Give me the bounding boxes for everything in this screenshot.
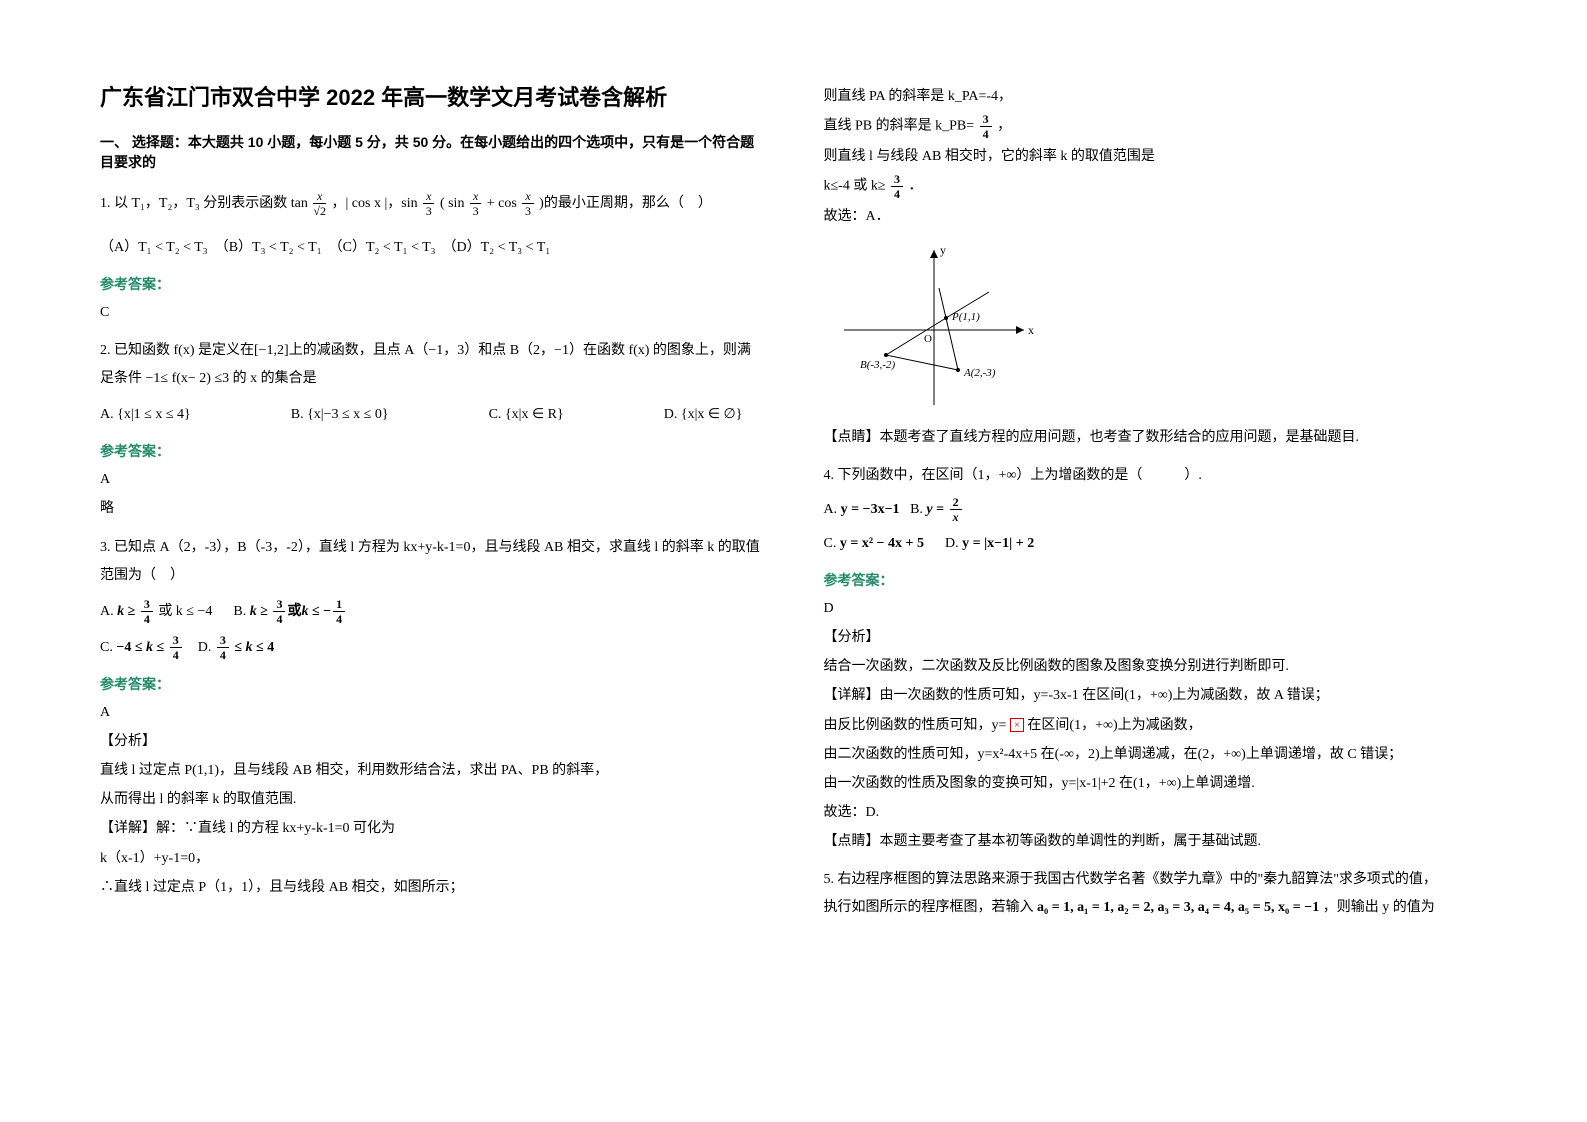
frac-icon: x3 xyxy=(423,190,434,217)
q4-detail5: 故选：D. xyxy=(824,800,1488,825)
section-heading: 一、 选择题：本大题共 10 小题，每小题 5 分，共 50 分。在每小题给出的… xyxy=(100,132,764,172)
question-5: 5. 右边程序框图的算法思路来源于我国古代数学名著《数学九章》中的"秦九韶算法"… xyxy=(824,866,1488,922)
opt-expr: {x|x ∈ ∅} xyxy=(681,407,743,422)
opt-label: A. xyxy=(824,502,838,517)
q4-point: 本题主要考查了基本初等函数的单调性的判断，属于基础试题. xyxy=(880,834,1262,849)
frac-icon: 34 xyxy=(170,634,182,661)
q5-text2a: 执行如图所示的程序框图，若输入 xyxy=(824,900,1038,915)
col2-line2b: ， xyxy=(997,119,1011,134)
q3-detail3: ∴直线 l 过定点 P（1，1），且与线段 AB 相交，如图所示； xyxy=(100,875,764,900)
opt-label: A. xyxy=(100,604,114,619)
q3-text: 3. 已知点 A（2，-3），B（-3，-2），直线 l 方程为 kx+y-k-… xyxy=(100,534,764,590)
col2-line1: 则直线 PA 的斜率是 k_PA=-4， xyxy=(824,84,1488,109)
svg-text:A(2,-3): A(2,-3) xyxy=(963,367,996,379)
q5-text: 5. 右边程序框图的算法思路来源于我国古代数学名著《数学九章》中的"秦九韶算法"… xyxy=(824,866,1488,894)
point-label: 【点睛】 xyxy=(824,430,880,445)
frac-icon: 14 xyxy=(333,598,345,625)
error-icon: × xyxy=(1010,718,1024,732)
question-1: 1. 以 T₁，T₂，T₃ 分别表示函数 tan x√2 ，| cos x |，… xyxy=(100,190,764,262)
frac-icon: 2x xyxy=(950,496,962,523)
q4-detail2a: 由反比例函数的性质可知，y= xyxy=(824,718,1010,733)
q1-text4: + cos xyxy=(487,196,517,211)
opt-label: B. xyxy=(291,407,304,422)
opt-expr: {x|−3 ≤ x ≤ 0} xyxy=(307,407,389,422)
frac-icon: 34 xyxy=(980,113,992,140)
q1-text2: ，| cos x |，sin xyxy=(332,196,418,211)
q4-analysis: 结合一次函数，二次函数及反比例函数的图象及图象变换分别进行判断即可. xyxy=(824,654,1488,679)
answer-label: 参考答案： xyxy=(824,570,1488,590)
question-3: 3. 已知点 A（2，-3），B（-3，-2），直线 l 方程为 kx+y-k-… xyxy=(100,534,764,662)
q4-detail4: 由一次函数的性质及图象的变换可知，y=|x-1|+2 在(1，+∞)上单调递增. xyxy=(824,771,1488,796)
q1-options: （A）T₁ < T₂ < T₃ （B）T₃ < T₂ < T₁ （C）T₂ < … xyxy=(100,234,764,262)
q5-text2b: ，则输出 y 的值为 xyxy=(1323,900,1435,915)
opt-label: B. xyxy=(910,502,923,517)
col2-line4b: ． xyxy=(909,179,923,194)
col2-line5: 故选：A． xyxy=(824,204,1488,229)
opt-label: C. xyxy=(489,407,502,422)
q4-A-expr: y = −3x−1 xyxy=(841,502,900,517)
q3-point: 本题考查了直线方程的应用问题，也考查了数形结合的应用问题，是基础题目. xyxy=(880,430,1360,445)
frac-icon: x√2 xyxy=(313,190,326,217)
col2-line4a: k≤-4 或 k≥ xyxy=(824,179,886,194)
q2-text: 2. 已知函数 f(x) 是定义在[−1,2]上的减函数，且点 A（−1，3）和… xyxy=(100,337,764,393)
frac-icon: 34 xyxy=(891,173,903,200)
answer-label: 参考答案： xyxy=(100,674,764,694)
q3A-tail: 或 k ≤ −4 xyxy=(158,604,212,619)
svg-text:y: y xyxy=(940,243,946,257)
opt-label: C. xyxy=(824,536,837,551)
q3-detail2: k（x-1）+y-1=0， xyxy=(100,846,764,871)
svg-text:x: x xyxy=(1028,323,1034,337)
q3-analysis: 直线 l 过定点 P(1,1)，且与线段 AB 相交，利用数形结合法，求出 PA… xyxy=(100,758,764,783)
col2-line3: 则直线 l 与线段 AB 相交时，它的斜率 k 的取值范围是 xyxy=(824,144,1488,169)
coordinate-figure: x y O P(1,1) A(2,-3) B(-3,-2) xyxy=(824,240,1488,415)
q4-answer: D xyxy=(824,596,1488,621)
q1-answer: C xyxy=(100,300,764,325)
svg-text:O: O xyxy=(924,333,932,345)
answer-label: 参考答案： xyxy=(100,441,764,461)
opt-label: D. xyxy=(664,407,678,422)
frac-icon: 34 xyxy=(273,598,285,625)
frac-icon: x3 xyxy=(470,190,481,217)
opt-expr: {x|1 ≤ x ≤ 4} xyxy=(117,407,191,422)
question-4: 4. 下列函数中，在区间（1，+∞）上为增函数的是（ ）. A. y = −3x… xyxy=(824,462,1488,558)
q3-detail1: 解：∵直线 l 的方程 kx+y-k-1=0 可化为 xyxy=(156,821,395,836)
opt-label: A. xyxy=(100,407,114,422)
q3-answer: A xyxy=(100,700,764,725)
opt-label: D. xyxy=(945,536,959,551)
opt-label: B. xyxy=(233,604,246,619)
point-label: 【点睛】 xyxy=(824,834,880,849)
opt-expr: {x|x ∈ R} xyxy=(505,407,564,422)
opt-label: D. xyxy=(198,640,212,655)
q4-detail3: 由二次函数的性质可知，y=x²-4x+5 在(-∞，2)上单调递减，在(2，+∞… xyxy=(824,742,1488,767)
q4-D-expr: y = |x−1| + 2 xyxy=(962,536,1034,551)
q2-lue: 略 xyxy=(100,496,764,521)
q1-text5: )的最小正周期，那么（ ） xyxy=(539,196,712,211)
detail-label: 【详解】 xyxy=(100,821,156,836)
analysis-label: 【分析】 xyxy=(100,729,764,754)
page-title: 广东省江门市双合中学 2022 年高一数学文月考试卷含解析 xyxy=(100,80,764,112)
question-2: 2. 已知函数 f(x) 是定义在[−1,2]上的减函数，且点 A（−1，3）和… xyxy=(100,337,764,429)
q4-detail2b: 在区间(1，+∞)上为减函数， xyxy=(1027,718,1201,733)
q4-detail1: 由一次函数的性质可知，y=-3x-1 在区间(1，+∞)上为减函数，故 A 错误… xyxy=(880,688,1329,703)
frac-icon: x3 xyxy=(522,190,533,217)
frac-icon: 34 xyxy=(141,598,153,625)
detail-label: 【详解】 xyxy=(824,688,880,703)
frac-icon: 34 xyxy=(217,634,229,661)
answer-label: 参考答案： xyxy=(100,274,764,294)
q1-text: 1. 以 T₁，T₂，T₃ 分别表示函数 tan xyxy=(100,196,308,211)
q1-text3: ( sin xyxy=(440,196,465,211)
q4-C-expr: y = x² − 4x + 5 xyxy=(840,536,924,551)
q2-answer: A xyxy=(100,467,764,492)
col2-line2a: 直线 PB 的斜率是 k_PB= xyxy=(824,119,978,134)
opt-label: C. xyxy=(100,640,113,655)
svg-text:B(-3,-2): B(-3,-2) xyxy=(860,359,895,371)
analysis-label: 【分析】 xyxy=(824,625,1488,650)
q5-input-values: a₀ = 1, a₁ = 1, a₂ = 2, a₃ = 3, a₄ = 4, … xyxy=(1037,900,1319,915)
q3-analysis2: 从而得出 l 的斜率 k 的取值范围. xyxy=(100,787,764,812)
q4-text: 4. 下列函数中，在区间（1，+∞）上为增函数的是（ ）. xyxy=(824,462,1488,490)
